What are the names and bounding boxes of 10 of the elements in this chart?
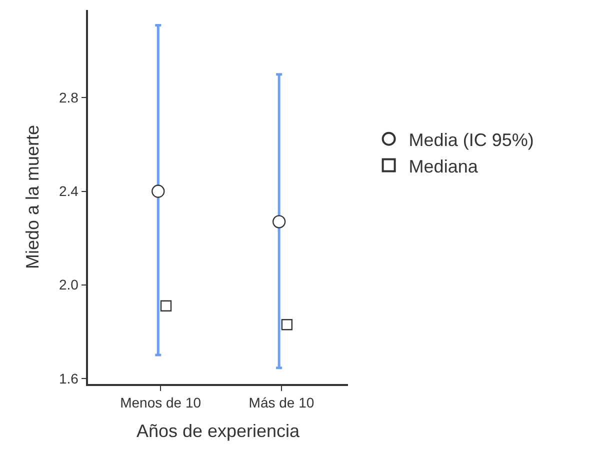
y-axis-title: Miedo a la muerte — [22, 124, 43, 270]
y-tick-label: 2.8 — [58, 90, 79, 106]
x-tick-label: Más de 10 — [248, 394, 314, 411]
y-tick-label: 2.0 — [58, 276, 79, 293]
x-axis-title: Años de experiencia — [136, 421, 301, 442]
y-tick-label: 1.6 — [58, 370, 79, 386]
legend-label: Media (IC 95%) — [408, 130, 534, 150]
legend-label: Mediana — [408, 156, 479, 176]
x-tick-label: Menos de 10 — [120, 394, 202, 411]
y-tick-label: 2.4 — [58, 183, 79, 200]
